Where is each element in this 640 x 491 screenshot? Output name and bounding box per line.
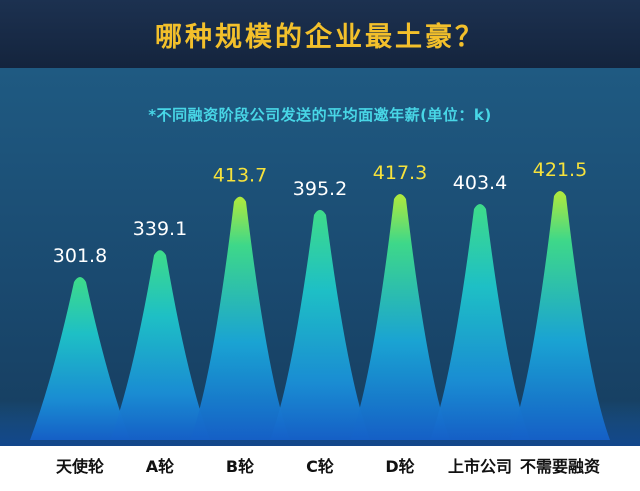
category-label-cat-5: 上市公司 bbox=[448, 457, 512, 476]
peak-cat-5 bbox=[430, 204, 530, 440]
value-labels-layer: 301.8 339.1 413.7 395.2 417.3 403.4 421.5 bbox=[53, 159, 587, 267]
category-label-cat-2: B轮 bbox=[226, 457, 254, 476]
category-label-cat-4: D轮 bbox=[385, 457, 414, 476]
peak-cat-3 bbox=[270, 209, 370, 440]
peak-cat-4 bbox=[350, 194, 450, 440]
category-label-cat-6: 不需要融资 bbox=[520, 457, 600, 476]
value-label-cat-3: 395.2 bbox=[293, 178, 347, 200]
peak-cat-6 bbox=[510, 191, 610, 440]
value-label-cat-6: 421.5 bbox=[533, 159, 587, 181]
peaks-layer bbox=[30, 191, 610, 440]
chart-title: 哪种规模的企业最土豪？ bbox=[155, 21, 485, 53]
chart-subtitle: *不同融资阶段公司发送的平均面邀年薪(单位：k) bbox=[148, 106, 492, 124]
value-label-cat-5: 403.4 bbox=[453, 172, 507, 194]
title-band: 哪种规模的企业最土豪？ bbox=[0, 0, 640, 68]
category-label-cat-3: C轮 bbox=[306, 457, 334, 476]
value-label-cat-1: 339.1 bbox=[133, 218, 187, 240]
value-label-cat-2: 413.7 bbox=[213, 165, 267, 187]
category-labels-layer: 天使轮 A轮 B轮 C轮 D轮 上市公司 不需要融资 bbox=[56, 457, 600, 476]
peak-cat-0 bbox=[30, 277, 130, 440]
peak-cat-1 bbox=[110, 250, 210, 440]
category-label-cat-0: 天使轮 bbox=[56, 457, 104, 476]
peak-cat-2 bbox=[190, 196, 290, 440]
category-label-cat-1: A轮 bbox=[146, 457, 174, 476]
value-label-cat-0: 301.8 bbox=[53, 245, 107, 267]
value-label-cat-4: 417.3 bbox=[373, 162, 427, 184]
